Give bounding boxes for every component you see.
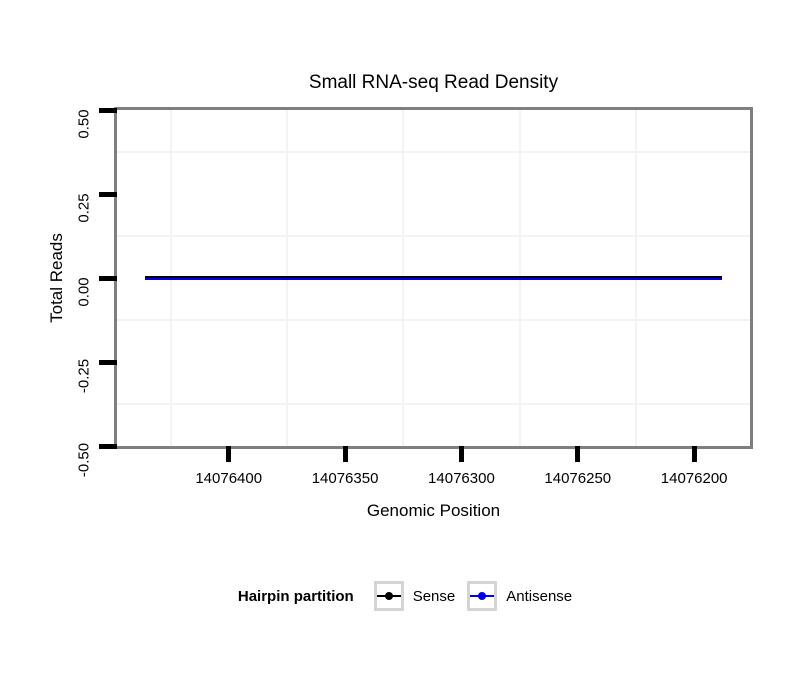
x-tick-label: 14076250 xyxy=(544,470,612,487)
legend-item-antisense: Antisense xyxy=(467,581,572,611)
y-tick-mark xyxy=(99,359,117,365)
legend-key-dot-icon xyxy=(384,592,393,600)
x-tick-mark xyxy=(226,446,232,462)
legend-key-dot-icon xyxy=(478,592,487,600)
chart-title: Small RNA-seq Read Density xyxy=(308,72,559,93)
x-tick-mark xyxy=(342,446,348,462)
x-tick-label: 14076300 xyxy=(428,470,495,487)
series-line-sense xyxy=(144,275,723,278)
y-tick-label: -0.25 xyxy=(75,358,93,394)
legend-key-sense xyxy=(373,581,404,611)
x-tick-mark xyxy=(691,446,697,462)
y-tick-mark xyxy=(99,443,117,449)
y-tick-label: 0.25 xyxy=(75,193,93,223)
x-tick-label: 14076200 xyxy=(660,470,728,487)
x-tick-mark xyxy=(458,446,464,462)
x-tick-label: 14076400 xyxy=(195,470,263,487)
legend-item-label: Sense xyxy=(412,587,456,605)
minor-gridline-y xyxy=(117,235,750,237)
y-tick-mark xyxy=(99,191,117,197)
y-tick-label: 0.50 xyxy=(75,109,93,139)
series-line-antisense xyxy=(144,277,723,280)
y-tick-mark xyxy=(99,275,117,281)
x-axis-title: Genomic Position xyxy=(366,501,501,520)
legend-item-label: Antisense xyxy=(506,587,573,605)
y-tick-mark xyxy=(99,107,117,113)
y-tick-label: 0.00 xyxy=(75,277,93,307)
minor-gridline-y xyxy=(117,319,750,321)
x-tick-label: 14076350 xyxy=(311,470,379,487)
y-axis-title: Total Reads xyxy=(47,233,66,323)
legend-items: Sense Antisense xyxy=(373,581,572,611)
x-tick-mark xyxy=(575,446,581,462)
legend-key-antisense xyxy=(467,581,498,611)
minor-gridline-y xyxy=(117,151,750,153)
legend-title: Hairpin partition xyxy=(237,587,354,605)
minor-gridline-y xyxy=(117,403,750,405)
legend: Hairpin partition Sense Antisense xyxy=(0,579,810,613)
y-tick-label: -0.50 xyxy=(75,442,93,478)
legend-item-sense: Sense xyxy=(373,581,456,611)
